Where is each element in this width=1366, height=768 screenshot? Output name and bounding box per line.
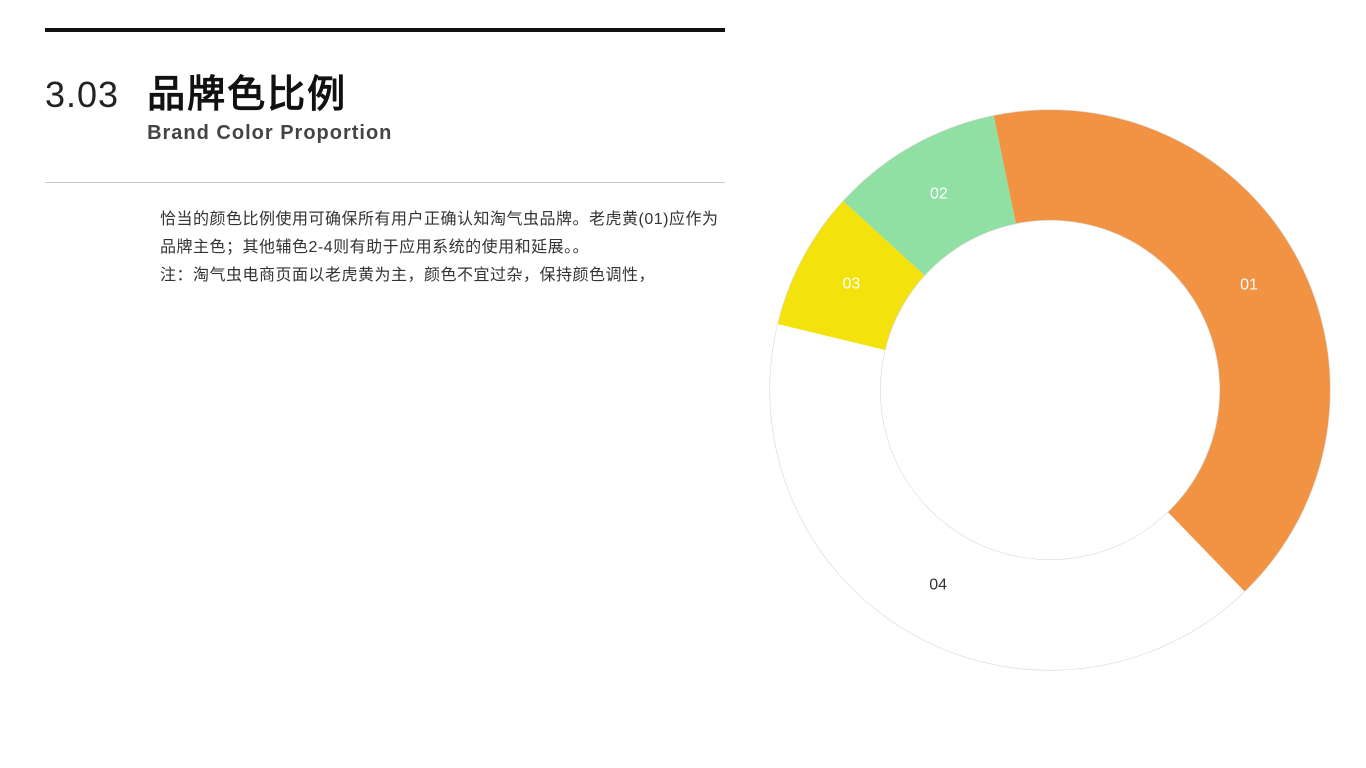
sub-divider — [45, 182, 725, 183]
header: 3.03 品牌色比例 Brand Color Proportion — [45, 72, 392, 145]
page: 3.03 品牌色比例 Brand Color Proportion 恰当的颜色比… — [0, 0, 1366, 768]
donut-slice — [770, 324, 1245, 670]
donut-slice-label: 03 — [842, 276, 860, 293]
donut-chart: 01 02 03 04 — [760, 60, 1360, 720]
title-zh: 品牌色比例 — [147, 72, 392, 120]
donut-svg: 01 02 03 04 — [760, 60, 1360, 720]
body-text: 恰当的颜色比例使用可确保所有用户正确认知淘气虫品牌。老虎黄(01)应作为品牌主色… — [160, 206, 725, 290]
body-paragraph-2: 注：淘气虫电商页面以老虎黄为主，颜色不宜过杂，保持颜色调性， — [160, 262, 725, 290]
title-group: 品牌色比例 Brand Color Proportion — [147, 72, 392, 145]
donut-slice-label: 01 — [1240, 276, 1258, 293]
donut-slice-label: 04 — [929, 576, 947, 593]
top-divider — [45, 28, 725, 32]
body-paragraph-1: 恰当的颜色比例使用可确保所有用户正确认知淘气虫品牌。老虎黄(01)应作为品牌主色… — [160, 206, 725, 262]
title-en: Brand Color Proportion — [147, 122, 392, 145]
section-number: 3.03 — [45, 72, 119, 119]
donut-slice-label: 02 — [930, 186, 948, 203]
